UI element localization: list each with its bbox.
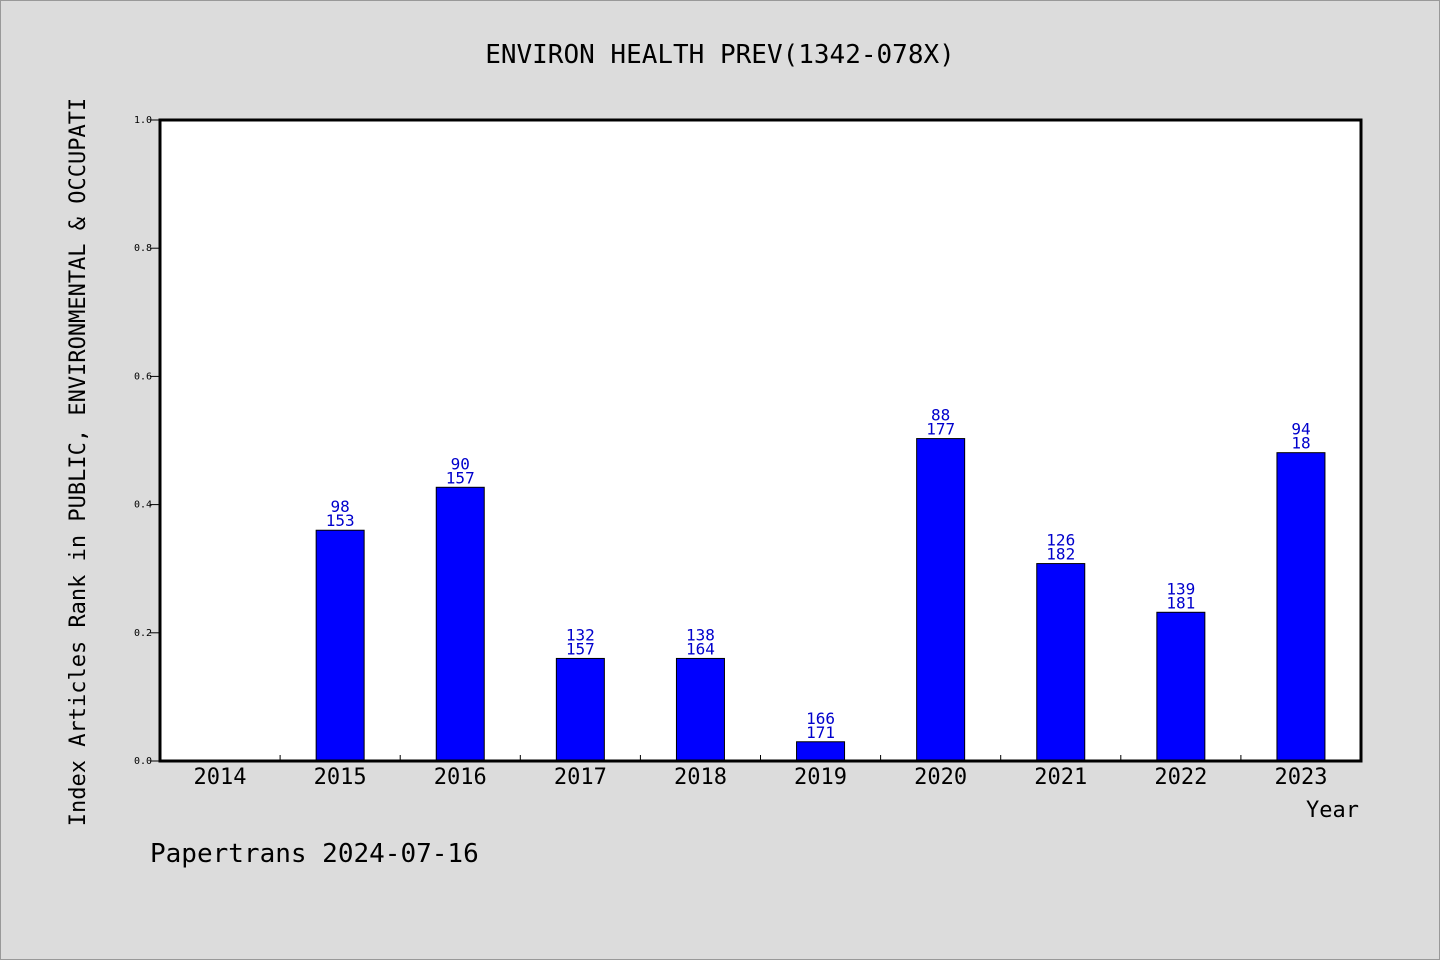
bar-label-bottom: 157 [446,468,475,487]
bar-label-top: 90 [451,454,470,473]
bar-label-bottom: 171 [806,723,835,742]
x-tick-label: 2022 [1154,765,1207,790]
y-tick-label: 1.0 [134,115,152,126]
bar-label-bottom: 164 [686,639,715,658]
x-tick-label: 2018 [674,765,727,790]
footer-credit: Papertrans 2024-07-16 [150,839,479,869]
y-axis-ticks: 0.0 0.2 0.4 0.6 0.8 1.0 [134,115,160,767]
y-tick-label: 0.2 [134,628,152,639]
bar-label-bottom: 153 [326,511,355,530]
x-tick-label: 2014 [194,765,247,790]
bar-label-top: 88 [931,406,950,425]
bar-label-bottom: 181 [1166,593,1195,612]
bar-label-top: 166 [806,709,835,728]
x-tick-label: 2020 [914,765,967,790]
y-tick-label: 0.0 [134,756,152,767]
bar-2021 [1036,563,1086,762]
bar-label-top: 94 [1291,420,1310,439]
x-tick-label: 2016 [434,765,487,790]
bar-label-bottom: 18 [1291,434,1310,453]
bar-2016 [435,486,485,762]
plot-frame [158,118,1363,763]
x-tick-label: 2017 [554,765,607,790]
bar-2018 [675,657,725,762]
bar-label-top: 98 [331,497,350,516]
bar-label-bottom: 182 [1046,545,1075,564]
bar-2019 [796,741,846,762]
chart-title: ENVIRON HEALTH PREV(1342-078X) [485,40,955,70]
y-tick-label: 0.6 [134,371,152,382]
x-axis-label: Year [1306,798,1359,823]
x-tick-label: 2015 [314,765,367,790]
bar-label-top: 132 [566,625,595,644]
y-tick-label: 0.4 [134,500,152,511]
bar-label-top: 138 [686,625,715,644]
bar-2015 [315,529,365,762]
x-tick-label: 2021 [1034,765,1087,790]
x-axis-ticks: 2014 2015 2016 2017 2018 2019 2020 2021 2022 2023 [194,755,1327,790]
bar-2022 [1156,611,1206,762]
x-tick-label: 2019 [794,765,847,790]
x-tick-label: 2023 [1274,765,1327,790]
bar-2020 [916,438,966,762]
bar-2023 [1276,452,1326,762]
bar-label-bottom: 157 [566,639,595,658]
bar-label-bottom: 177 [926,420,955,439]
bar-label-top: 139 [1166,579,1195,598]
y-tick-label: 0.8 [134,243,152,254]
y-axis-label: Index Articles Rank in PUBLIC, ENVIRONME… [66,98,91,826]
bar-label-top: 126 [1046,531,1075,550]
bar-2017 [555,657,605,762]
